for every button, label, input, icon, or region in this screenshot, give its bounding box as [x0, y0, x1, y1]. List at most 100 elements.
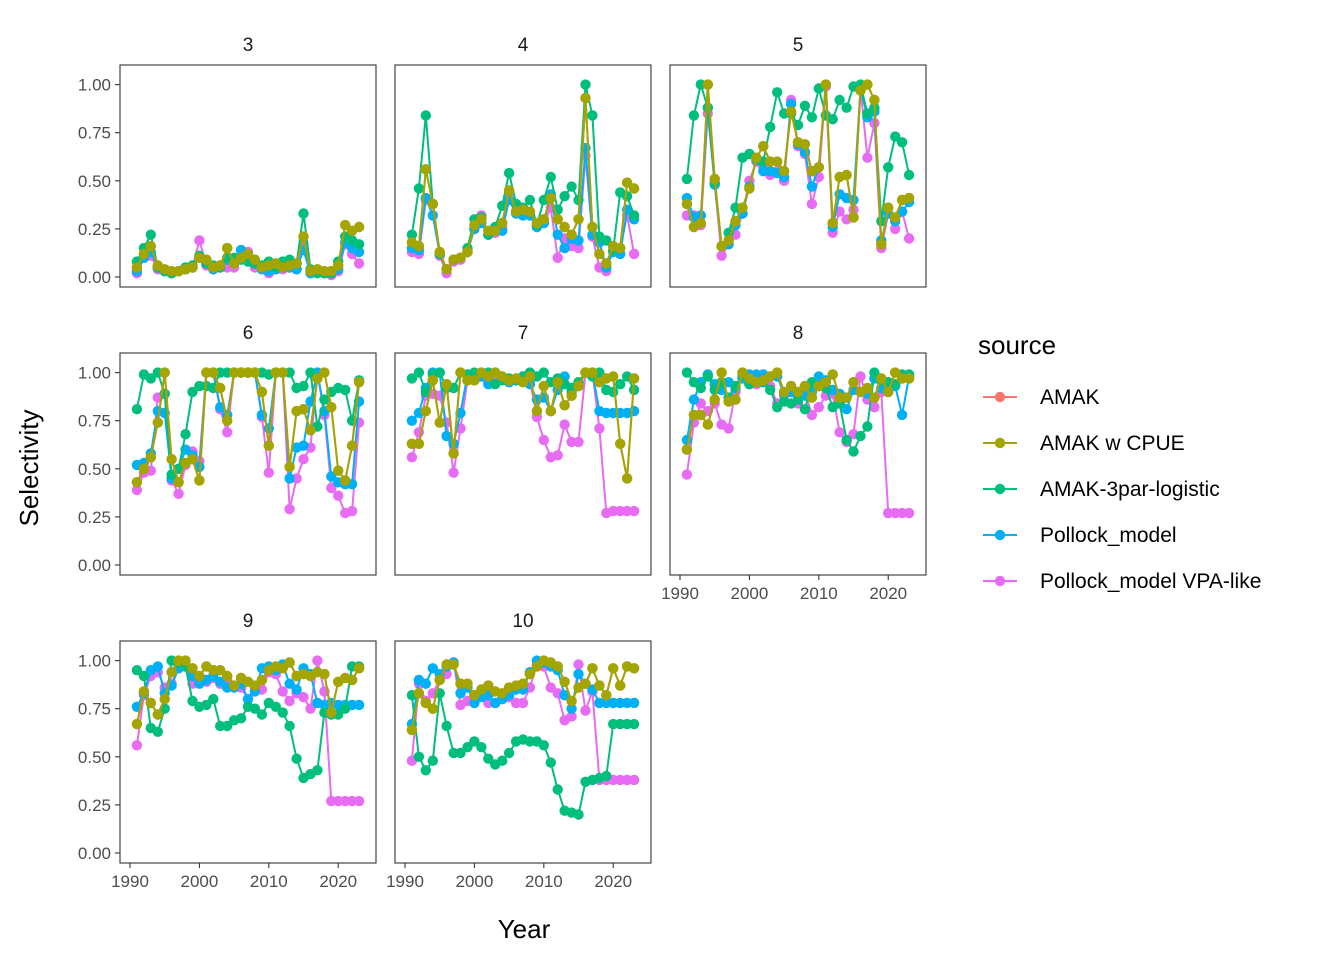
data-point	[427, 755, 438, 766]
facet-panel-border	[119, 352, 377, 576]
data-point	[353, 246, 365, 258]
data-point	[235, 713, 247, 724]
data-point	[284, 504, 295, 515]
data-point	[476, 742, 487, 753]
data-point	[249, 703, 261, 714]
data-point	[862, 152, 873, 163]
x-tick-label: 1990	[111, 872, 149, 891]
data-point	[628, 774, 640, 786]
facet-series-group	[406, 79, 640, 279]
data-point	[848, 212, 859, 223]
data-point	[573, 809, 584, 820]
data-point	[799, 100, 811, 112]
data-point	[353, 699, 365, 711]
legend-key-point	[994, 391, 1006, 403]
data-point	[615, 680, 626, 691]
data-point	[709, 394, 720, 405]
x-tick-label: 2020	[869, 584, 907, 603]
data-point	[855, 430, 866, 442]
data-point	[353, 795, 365, 807]
data-point	[503, 167, 515, 179]
data-point	[483, 753, 494, 764]
data-point	[346, 674, 358, 686]
data-point	[152, 726, 163, 737]
data-point	[594, 248, 605, 260]
data-point	[353, 663, 365, 674]
data-point	[353, 377, 365, 388]
data-point	[834, 94, 845, 106]
facet-panel-7: 7	[394, 323, 652, 576]
data-point	[208, 693, 219, 705]
data-point	[785, 98, 797, 110]
data-point	[194, 670, 205, 682]
data-point	[552, 214, 563, 225]
data-point	[413, 751, 425, 762]
data-point	[420, 765, 431, 776]
data-point	[621, 191, 633, 202]
data-point	[827, 217, 838, 229]
data-point	[441, 430, 452, 442]
data-point	[517, 697, 529, 709]
data-point	[628, 248, 640, 260]
data-point	[573, 668, 584, 680]
data-point	[215, 676, 226, 687]
data-point	[138, 248, 150, 260]
facet-panel-10: 10 1990 2000 2010 2020	[386, 611, 652, 891]
data-point	[545, 757, 556, 768]
data-point	[573, 214, 584, 225]
facet-strip-label: 8	[793, 323, 804, 344]
data-point	[903, 507, 915, 519]
legend-item: AMAK w CPUE	[983, 432, 1185, 455]
data-point	[695, 217, 706, 229]
data-point	[312, 655, 323, 666]
data-point	[497, 217, 508, 229]
data-point	[353, 221, 365, 233]
data-point	[538, 740, 549, 751]
data-point	[298, 440, 309, 451]
data-point	[455, 688, 466, 699]
data-point	[145, 229, 156, 240]
data-point	[263, 467, 274, 478]
y-tick-label: 0.25	[78, 220, 111, 239]
data-point	[792, 394, 804, 405]
data-point	[420, 110, 431, 121]
facet-panel-5: 5	[669, 35, 927, 288]
facet-strip-label: 10	[512, 611, 533, 632]
legend-item: Pollock_model VPA-like	[983, 570, 1261, 593]
data-point	[277, 686, 288, 697]
data-point	[716, 250, 727, 261]
data-point	[413, 688, 425, 699]
data-point	[896, 409, 908, 421]
data-point	[256, 674, 268, 686]
data-point	[406, 415, 418, 426]
data-point	[799, 404, 811, 415]
data-point	[862, 421, 873, 432]
data-point	[890, 131, 901, 142]
data-point	[737, 367, 748, 378]
legend-label: AMAK	[1040, 386, 1100, 409]
data-point	[420, 678, 431, 689]
data-point	[806, 198, 818, 210]
data-point	[559, 419, 570, 430]
facet-series-group	[131, 208, 365, 281]
data-point	[552, 661, 563, 672]
data-point	[298, 380, 309, 392]
data-point	[695, 382, 706, 394]
data-point	[903, 192, 915, 204]
data-point	[772, 367, 783, 378]
data-point	[420, 164, 431, 175]
facet-series-group	[681, 79, 915, 261]
facet-panel-4: 4	[394, 35, 652, 288]
data-point	[346, 440, 358, 451]
data-point	[772, 87, 783, 98]
facet-panel-3: 3 0.00 0.25 0.50 0.75 1.00	[78, 35, 377, 288]
data-point	[841, 169, 852, 181]
data-point	[601, 770, 612, 782]
data-point	[608, 663, 619, 674]
data-point	[333, 465, 344, 476]
data-point	[291, 684, 302, 695]
data-point	[249, 680, 261, 691]
data-point	[628, 373, 640, 384]
x-tick-label: 1990	[386, 872, 424, 891]
data-point	[608, 371, 619, 382]
